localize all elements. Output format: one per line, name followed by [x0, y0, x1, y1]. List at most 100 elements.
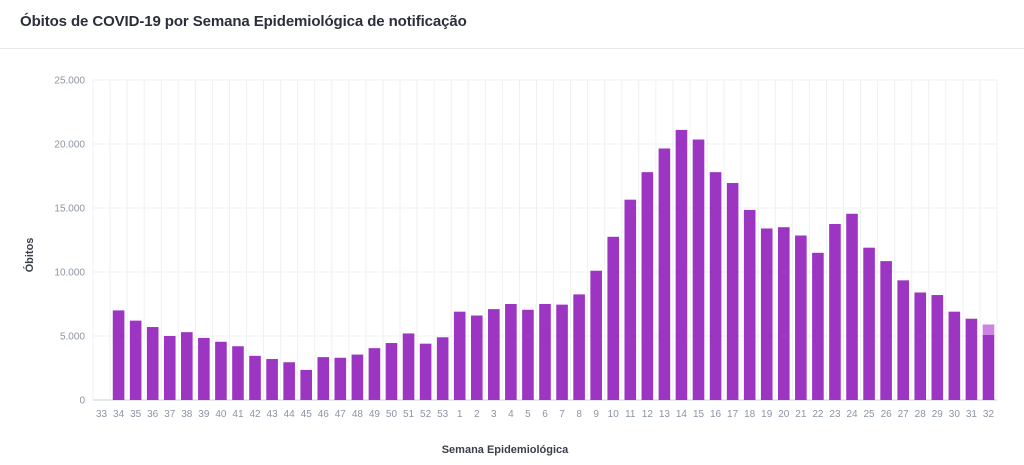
x-tick-label: 17 [727, 409, 739, 420]
x-tick-label: 43 [267, 409, 279, 420]
x-tick-label: 42 [249, 409, 261, 420]
bar [283, 362, 295, 400]
bar [232, 346, 244, 400]
bar [948, 311, 961, 400]
chart-title: Óbitos de COVID-19 por Semana Epidemioló… [20, 13, 467, 30]
bar [300, 369, 313, 400]
y-tick-label: 10.000 [54, 268, 85, 279]
x-tick-label: 53 [437, 409, 449, 420]
bar [777, 227, 790, 400]
bar [402, 333, 415, 400]
x-tick-label: 44 [284, 409, 296, 420]
bar [743, 209, 756, 400]
bar [351, 354, 364, 400]
bar [931, 295, 944, 400]
x-tick-label: 2 [474, 409, 480, 420]
bar [488, 309, 500, 400]
y-axis-title: Óbitos [23, 238, 36, 273]
x-tick-label: 38 [181, 409, 193, 420]
x-tick-label: 28 [915, 409, 927, 420]
bar [181, 332, 193, 400]
bar [607, 236, 620, 400]
bar [914, 292, 927, 400]
bar [641, 172, 654, 400]
bar [982, 334, 995, 400]
bar [573, 294, 585, 400]
x-tick-label: 20 [778, 409, 790, 420]
x-tick-label: 27 [898, 409, 910, 420]
x-tick-label: 36 [147, 409, 159, 420]
x-tick-label: 5 [525, 409, 531, 420]
x-tick-label: 33 [96, 409, 108, 420]
bar [556, 304, 568, 400]
y-tick-label: 20.000 [54, 140, 85, 151]
bar [897, 280, 909, 400]
bar [129, 320, 142, 400]
bar [317, 357, 330, 400]
x-tick-label: 4 [508, 409, 514, 420]
x-tick-label: 19 [761, 409, 773, 420]
x-tick-label: 35 [130, 409, 142, 420]
y-tick-label: 15.000 [54, 204, 85, 215]
x-tick-label: 8 [576, 409, 582, 420]
bar [539, 304, 551, 400]
x-tick-label: 26 [881, 409, 893, 420]
x-tick-label: 7 [559, 409, 565, 420]
bar [726, 183, 739, 400]
bar [880, 261, 892, 400]
x-axis-title: Semana Epidemiológica [442, 444, 569, 456]
x-tick-label: 23 [829, 409, 841, 420]
x-tick-label: 32 [983, 409, 995, 420]
x-tick-label: 24 [846, 409, 858, 420]
x-tick-label: 1 [457, 409, 463, 420]
x-tick-label: 49 [369, 409, 381, 420]
x-tick-label: 34 [113, 409, 125, 420]
x-tick-label: 48 [352, 409, 364, 420]
bar [624, 199, 637, 400]
bar [146, 327, 159, 400]
bar [505, 304, 517, 400]
bar [249, 355, 261, 400]
x-tick-label: 30 [949, 409, 961, 420]
bar [112, 310, 125, 400]
x-tick-label: 47 [335, 409, 347, 420]
x-tick-label: 3 [491, 409, 497, 420]
x-tick-label: 21 [795, 409, 807, 420]
bar [692, 139, 705, 400]
y-tick-label: 0 [79, 396, 85, 407]
x-tick-label: 18 [744, 409, 756, 420]
x-tick-label: 37 [164, 409, 176, 420]
bar [590, 270, 602, 400]
x-tick-label: 45 [301, 409, 313, 420]
bar [812, 252, 824, 400]
bar [215, 341, 227, 400]
bar [522, 309, 534, 400]
x-tick-label: 51 [403, 409, 415, 420]
bar [760, 228, 773, 400]
bar [675, 129, 688, 401]
bar [470, 315, 483, 400]
bar [436, 337, 449, 400]
x-tick-label: 41 [232, 409, 244, 420]
bar [863, 247, 875, 400]
y-tick-label: 5.000 [60, 332, 85, 343]
x-tick-label: 14 [676, 409, 688, 420]
bar [385, 343, 398, 400]
bar [453, 311, 466, 400]
x-tick-label: 6 [542, 409, 548, 420]
x-tick-label: 40 [215, 409, 227, 420]
bar [198, 337, 210, 400]
bar [266, 359, 278, 400]
bar [368, 348, 381, 400]
x-tick-label: 9 [593, 409, 599, 420]
bar [709, 172, 722, 400]
y-tick-label: 25.000 [54, 76, 85, 87]
x-tick-label: 31 [966, 409, 978, 420]
bar-pending [982, 324, 995, 335]
x-tick-label: 29 [932, 409, 944, 420]
x-tick-label: 50 [386, 409, 398, 420]
bar [795, 235, 807, 400]
x-tick-label: 22 [812, 409, 824, 420]
x-tick-label: 39 [198, 409, 210, 420]
